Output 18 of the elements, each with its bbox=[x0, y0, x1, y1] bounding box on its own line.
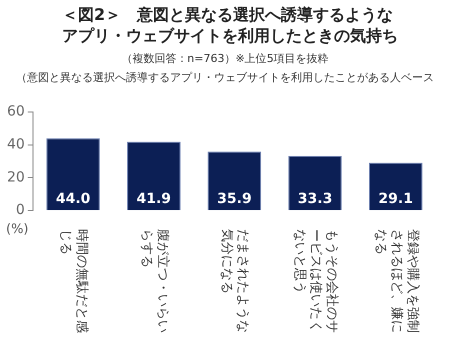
data-label: 41.9 bbox=[136, 191, 172, 208]
data-label: 29.1 bbox=[378, 191, 413, 208]
data-label: 44.0 bbox=[56, 191, 91, 208]
y-tick-label: 0 bbox=[16, 202, 25, 218]
chart-subtitle: （複数回答：n=763）※上位5項目を抜粋 bbox=[120, 51, 330, 67]
x-tick-label: 時間の無駄だと感じる bbox=[57, 229, 90, 335]
text: （意図と異なる選択へ誘導するアプリ・ウェブサイトを利用したことがある人ベース bbox=[15, 70, 435, 86]
x-tick-label: もうその会社のサービスは使いたくないと思う bbox=[291, 229, 340, 335]
x-tick-label: だまされたような気分になる bbox=[218, 229, 250, 335]
y-tick-label: 20 bbox=[6, 169, 25, 186]
x-tick-label: 登録や購入を強制されるほど、嫌になる bbox=[372, 229, 420, 335]
data-label: 33.3 bbox=[298, 191, 332, 208]
data-label: 35.9 bbox=[217, 191, 252, 208]
chart-title: ＜図2＞ 意図と異なる選択へ誘導するようなアプリ・ウェブサイトを利用したときの気持ち bbox=[62, 4, 399, 46]
y-tick-label: 40 bbox=[6, 136, 25, 153]
x-tick-label: 腹が立つ・いらいらする bbox=[138, 229, 170, 335]
y-axis-title: (%) bbox=[6, 222, 28, 237]
y-tick-label: 60 bbox=[6, 104, 25, 120]
